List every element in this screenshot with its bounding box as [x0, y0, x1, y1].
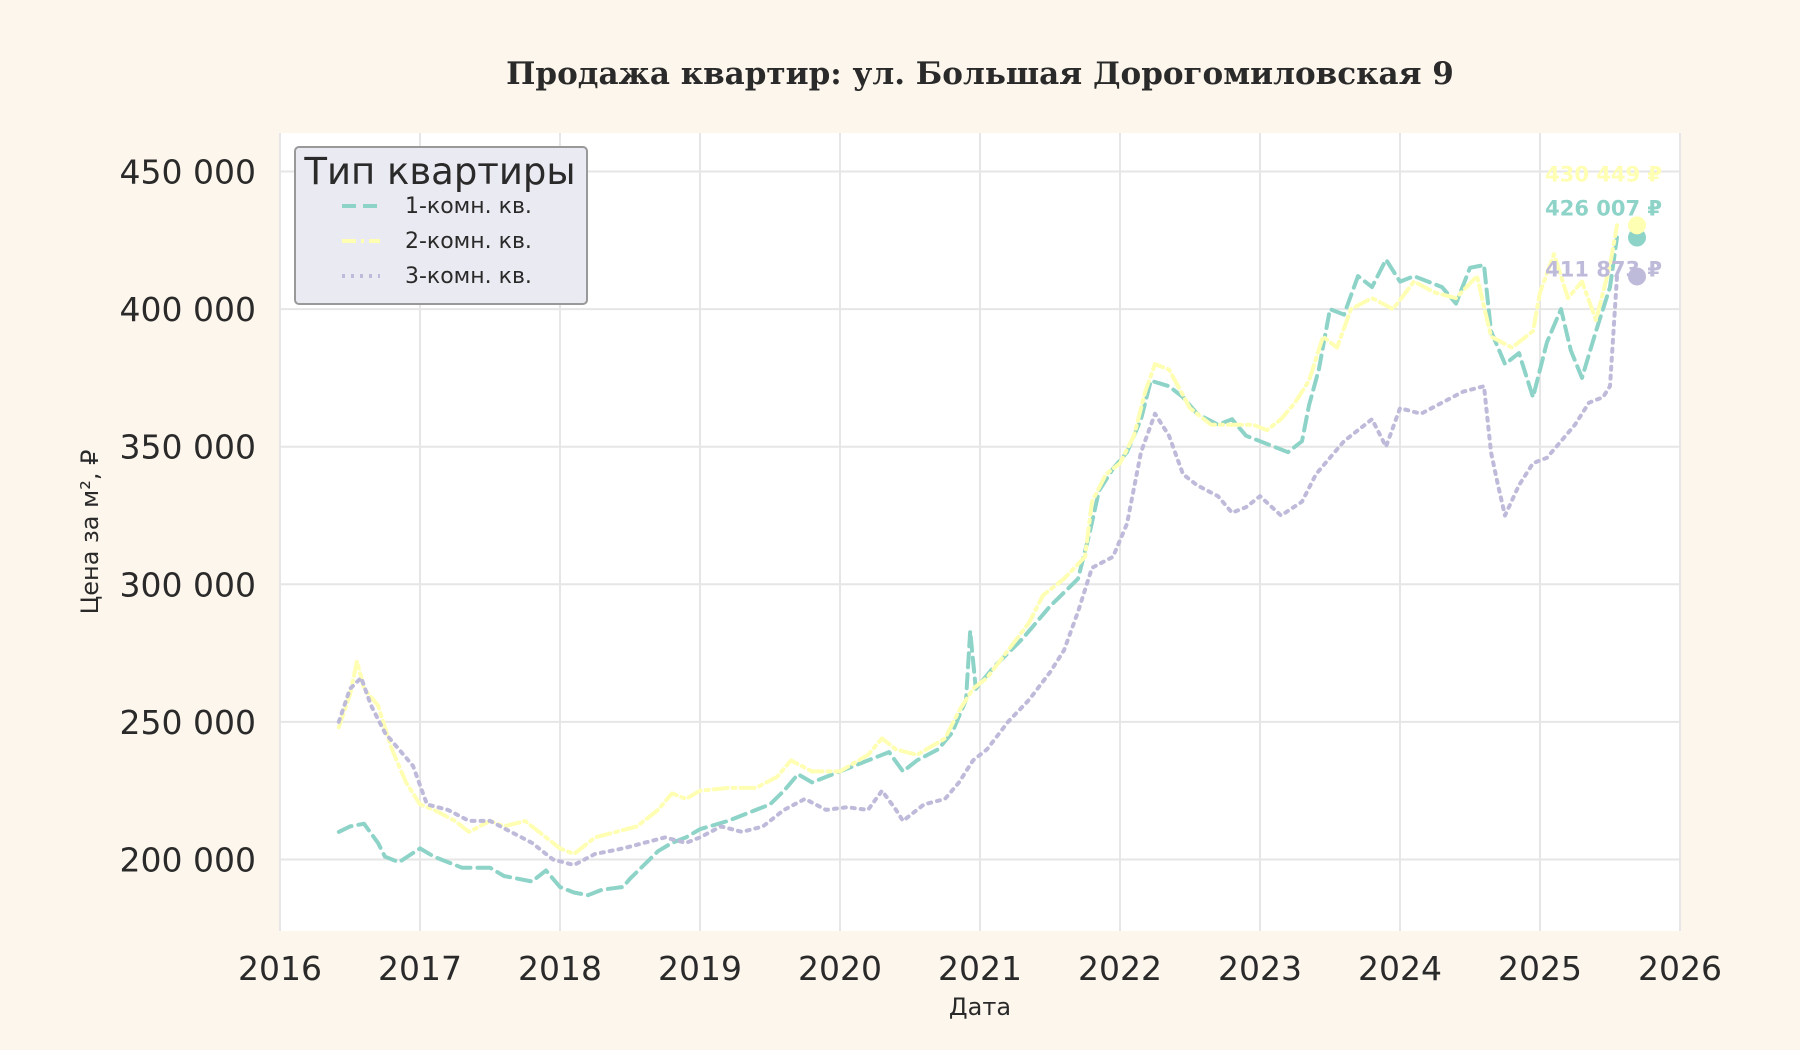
y-axis-label: Цена за м², ₽ [76, 450, 104, 615]
y-tick-label: 450 000 [120, 153, 256, 192]
legend-title: Тип квартиры [303, 150, 575, 193]
y-tick-label: 250 000 [120, 703, 256, 742]
y-axis: 200 000 250 000 300 000 350 000 400 000 450 0… [120, 153, 256, 880]
legend: Тип квартиры 1-комн. кв. 2-комн. кв. 3-ком… [295, 147, 587, 304]
series-end-label: 426 007 ₽ [1545, 197, 1662, 221]
x-tick-label: 2025 [1498, 949, 1582, 988]
x-tick-label: 2024 [1358, 949, 1442, 988]
x-tick-label: 2017 [378, 949, 462, 988]
x-tick-label: 2023 [1218, 949, 1302, 988]
x-tick-label: 2022 [1078, 949, 1162, 988]
y-tick-label: 400 000 [120, 290, 256, 329]
legend-entry-label: 3-комн. кв. [405, 264, 532, 289]
series-end-label: 411 873 ₽ [1545, 257, 1662, 281]
x-tick-label: 2016 [238, 949, 322, 988]
legend-entry-label: 1-комн. кв. [405, 194, 532, 219]
legend-entry-label: 2-комн. кв. [405, 229, 532, 254]
chart-title: Продажа квартир: ул. Большая Дорогомилов… [506, 56, 1454, 92]
x-tick-label: 2026 [1638, 949, 1722, 988]
x-tick-label: 2020 [798, 949, 882, 988]
x-tick-label: 2019 [658, 949, 742, 988]
x-tick-label: 2021 [938, 949, 1022, 988]
x-tick-label: 2018 [518, 949, 602, 988]
x-axis: 2016 2017 2018 2019 2020 2021 2022 2023 2024 2025… [238, 949, 1722, 988]
y-tick-label: 350 000 [120, 428, 256, 467]
y-tick-label: 200 000 [120, 840, 256, 879]
x-axis-label: Дата [949, 993, 1011, 1021]
series-end-label: 430 449 ₽ [1545, 162, 1662, 186]
y-tick-label: 300 000 [120, 565, 256, 604]
series-end-point [1628, 216, 1646, 234]
